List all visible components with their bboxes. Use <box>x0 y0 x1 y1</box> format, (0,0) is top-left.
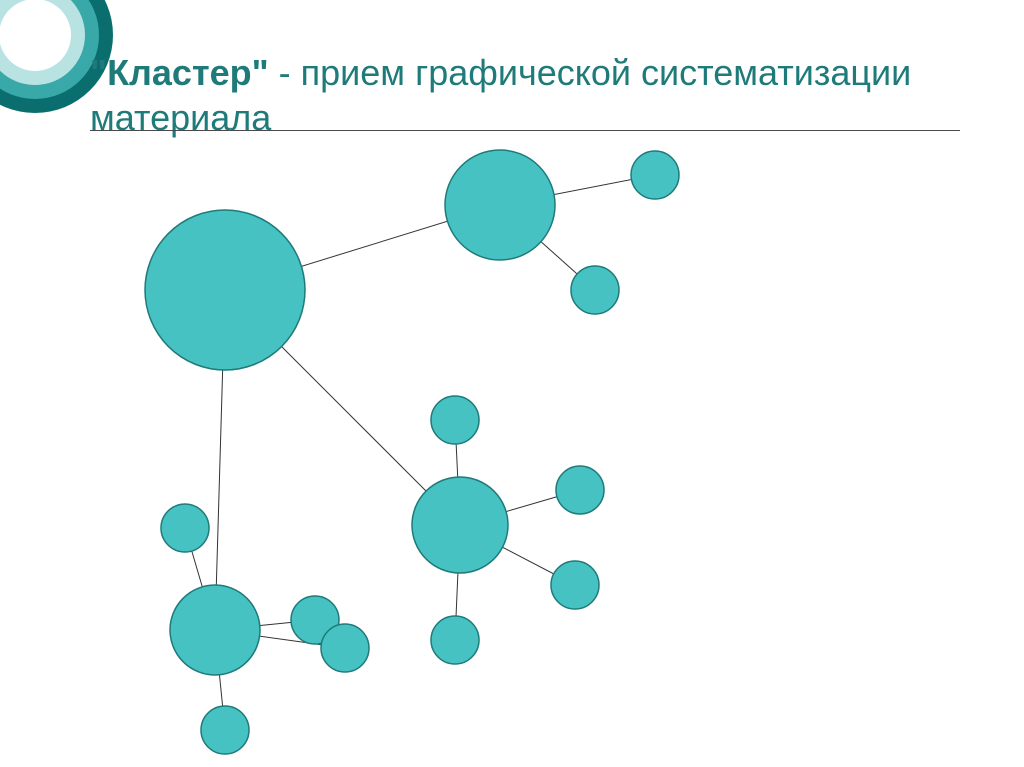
node-C <box>412 477 508 573</box>
slide: "Кластер" - прием графической систематиз… <box>0 0 1024 767</box>
node-c1 <box>431 396 479 444</box>
node-c2 <box>556 466 604 514</box>
node-d4 <box>201 706 249 754</box>
node-B <box>445 150 555 260</box>
node-b2 <box>571 266 619 314</box>
node-d3 <box>321 624 369 672</box>
node-d1 <box>161 504 209 552</box>
node-b1 <box>631 151 679 199</box>
cluster-diagram <box>0 0 1024 767</box>
node-c4 <box>431 616 479 664</box>
node-c3 <box>551 561 599 609</box>
node-D <box>170 585 260 675</box>
node-A <box>145 210 305 370</box>
